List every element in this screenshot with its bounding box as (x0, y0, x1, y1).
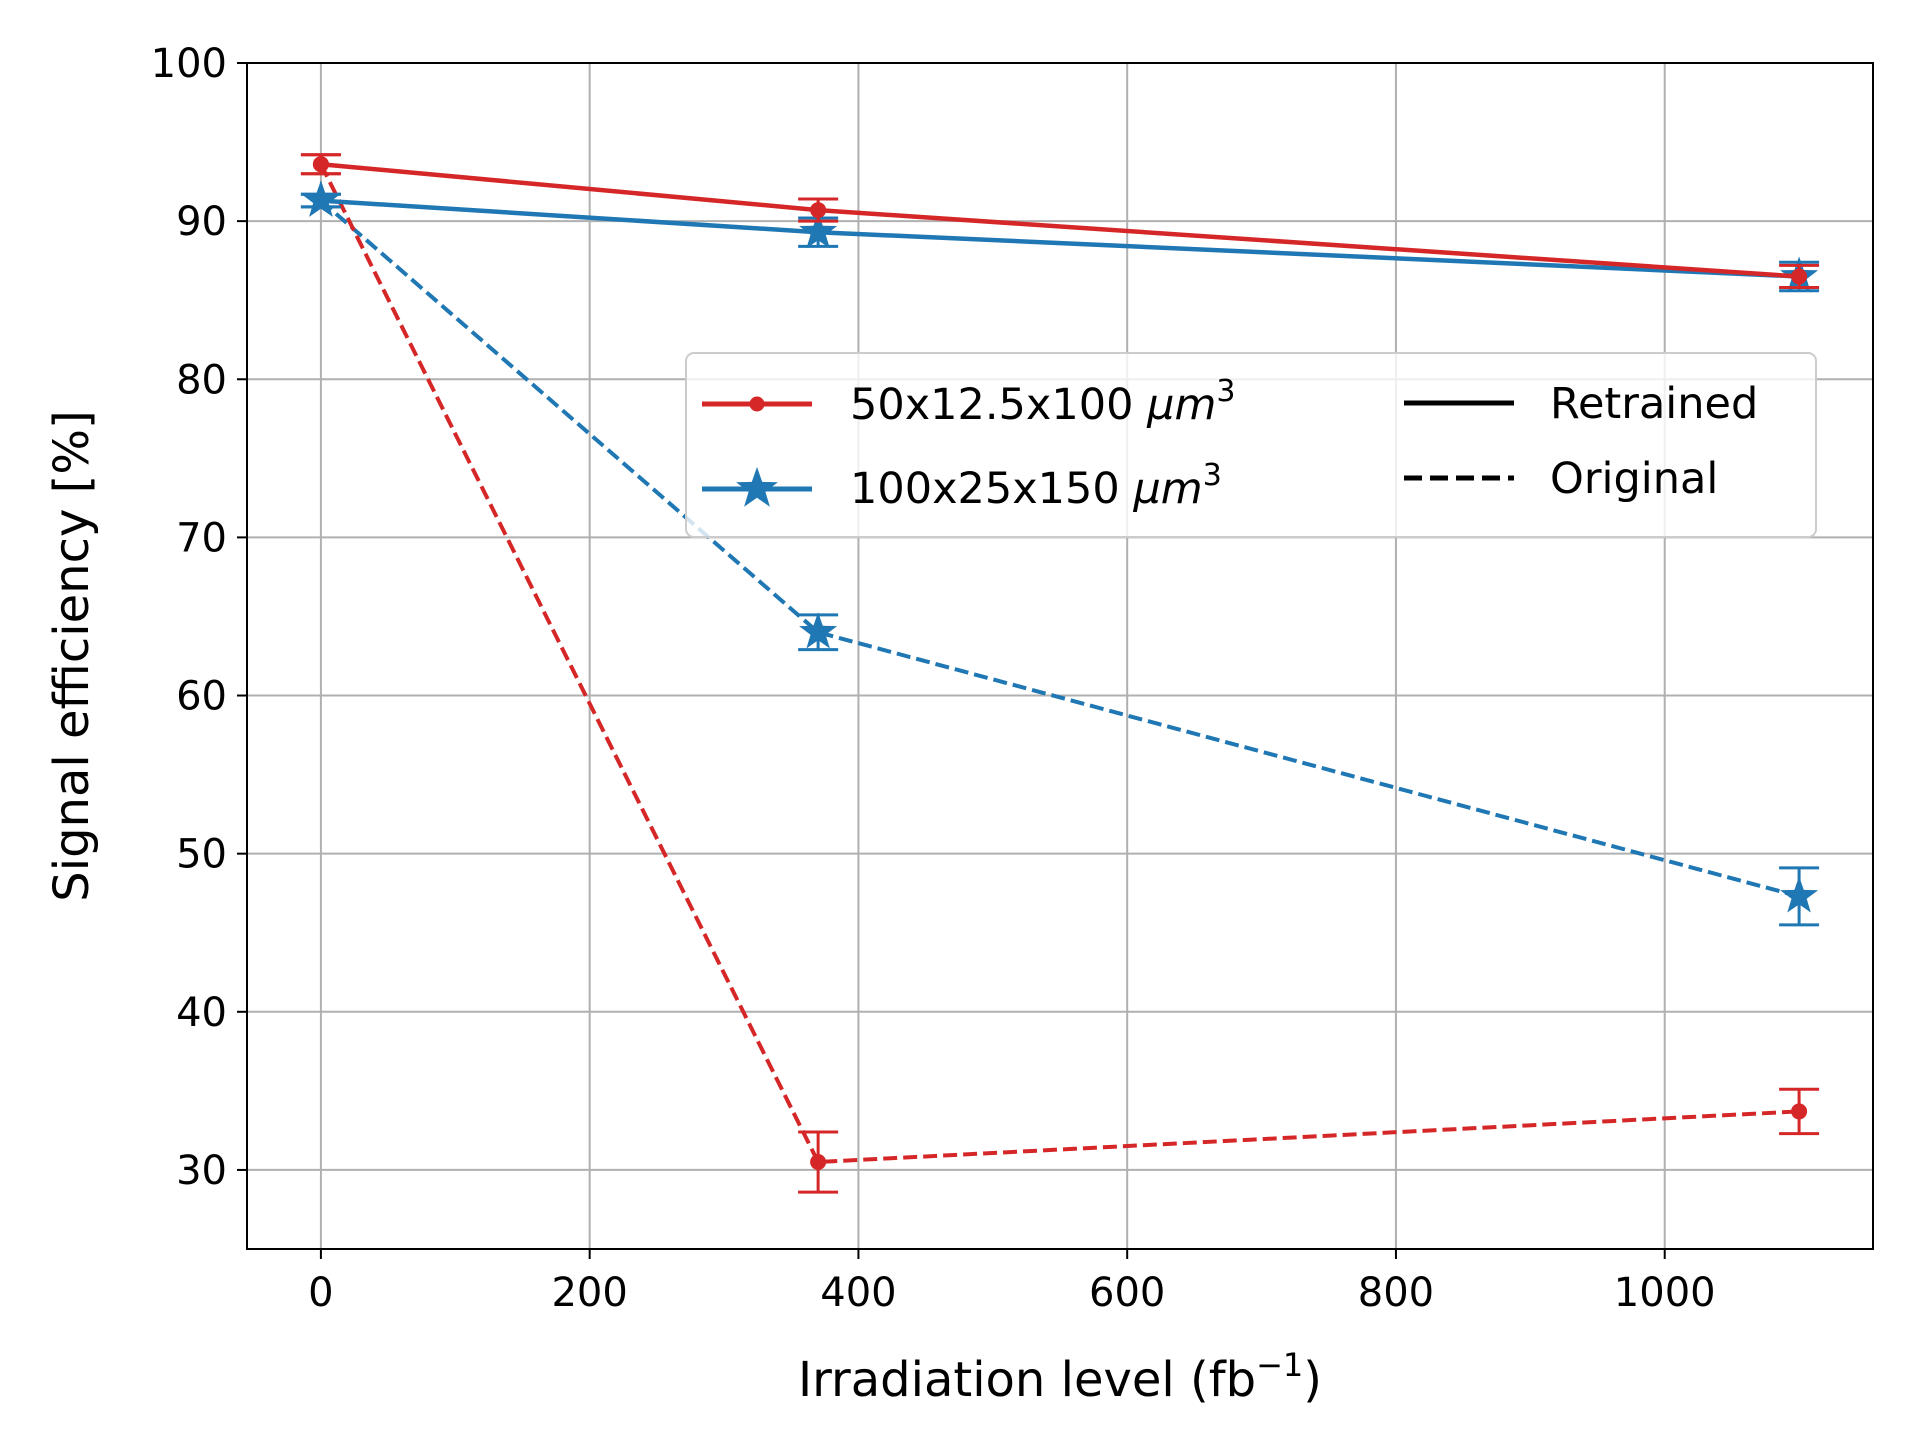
legend: 50x12.5x100 μm3 100x25x150 μm3 Retrained… (685, 352, 1817, 538)
data-point-star (799, 612, 838, 649)
legend-label-retrained: Retrained (1550, 379, 1758, 429)
series-layer (300, 153, 1820, 1194)
y-tick-label: 90 (176, 199, 227, 245)
x-tick-label: 0 (308, 1270, 333, 1316)
y-tick-label: 80 (176, 357, 227, 403)
legend-marker-series-1 (749, 396, 765, 412)
legend-label-series-1: 50x12.5x100 μm3 (850, 374, 1235, 430)
data-point-star (301, 180, 340, 217)
x-axis-title-sup: −1 (1256, 1346, 1303, 1384)
x-tick-label: 200 (551, 1270, 627, 1316)
legend-marker-series-2 (736, 467, 778, 507)
x-axis-title: Irradiation level (fb−1) (798, 1346, 1322, 1408)
data-point (810, 202, 827, 219)
series-line (319, 163, 1800, 1164)
data-point (312, 156, 329, 173)
y-tick-label: 100 (151, 41, 227, 87)
data-point (1791, 1103, 1808, 1120)
x-axis-title-main: Irradiation level (fb (798, 1352, 1256, 1408)
x-tick-label: 1000 (1614, 1270, 1716, 1316)
data-point-star (1780, 876, 1819, 913)
x-tick-label: 400 (820, 1270, 896, 1316)
series-retrained-50x12.5x100 (300, 153, 1820, 290)
data-point (810, 1154, 827, 1171)
y-axis-title: Signal efficiency [%] (44, 410, 100, 901)
y-tick-label: 70 (176, 515, 227, 561)
legend-label-series-2: 100x25x150 μm3 (850, 458, 1222, 514)
y-tick-label: 50 (176, 832, 227, 878)
legend-box (685, 352, 1817, 538)
data-point (1791, 268, 1808, 285)
plot-frame (246, 62, 1874, 1250)
axis-ticks: 0 200 400 600 800 1000 30 40 50 60 70 80 90 100 (151, 41, 1716, 1316)
x-tick-label: 800 (1358, 1270, 1434, 1316)
y-tick-label: 60 (176, 674, 227, 720)
y-tick-label: 40 (176, 990, 227, 1036)
x-tick-label: 600 (1089, 1270, 1165, 1316)
x-axis-title-close: ) (1303, 1352, 1322, 1408)
y-tick-label: 30 (176, 1148, 227, 1194)
data-point-star (799, 212, 838, 249)
legend-label-original: Original (1550, 454, 1718, 504)
